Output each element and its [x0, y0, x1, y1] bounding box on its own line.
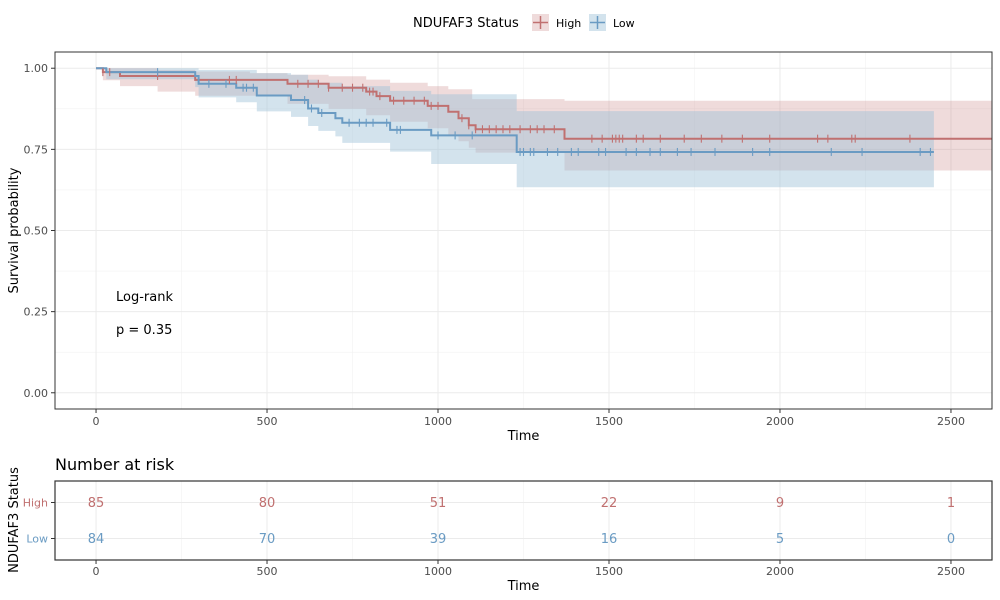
risk-count-low: 84 — [88, 532, 105, 547]
censor-marks — [102, 68, 931, 156]
risk-x-tick-label: 0 — [93, 565, 100, 578]
risk-count-low: 16 — [601, 532, 618, 547]
risk-count-high: 22 — [601, 496, 618, 511]
risk-x-tick-label: 500 — [257, 565, 278, 578]
y-tick-label: 0.50 — [24, 225, 49, 238]
risk-count-low: 70 — [259, 532, 276, 547]
y-tick-label: 0.00 — [24, 387, 49, 400]
risk-row-label-low: Low — [26, 533, 48, 546]
risk-table-grid — [55, 481, 992, 560]
survival-curve-low — [96, 67, 934, 153]
x-axis-ticks: 0 500 1000 1500 2000 2500 — [93, 409, 965, 428]
risk-x-tick-label: 2500 — [937, 565, 965, 578]
risk-count-low: 0 — [947, 532, 955, 547]
risk-table: Number at risk 85 80 51 22 9 1 84 70 39 16 5 0 High… — [7, 455, 993, 594]
legend-title: NDUFAF3 Status — [413, 16, 519, 31]
risk-count-high: 80 — [259, 496, 276, 511]
risk-table-row-labels: High Low — [23, 497, 55, 546]
risk-count-high: 51 — [430, 496, 447, 511]
legend-label-high: High — [556, 17, 581, 30]
risk-table-x-title: Time — [507, 579, 540, 594]
y-axis-title: Survival probability — [7, 167, 22, 293]
legend-item-low: Low — [589, 14, 635, 31]
x-tick-label: 2000 — [766, 415, 794, 428]
logrank-label: Log-rank — [116, 290, 173, 305]
risk-table-y-title: NDUFAF3 Status — [7, 467, 22, 573]
risk-table-border — [54, 480, 993, 561]
x-tick-label: 1000 — [424, 415, 452, 428]
risk-count-low: 5 — [776, 532, 784, 547]
risk-table-x-ticks: 0 500 1000 1500 2000 2500 — [93, 560, 965, 578]
risk-table-title: Number at risk — [55, 455, 175, 474]
risk-count-high: 9 — [776, 496, 784, 511]
legend-label-low: Low — [613, 17, 635, 30]
x-axis-title: Time — [507, 429, 540, 444]
ci-band-high — [96, 68, 992, 171]
p-value-label: p = 0.35 — [116, 323, 172, 338]
y-tick-label: 0.25 — [24, 306, 49, 319]
x-tick-label: 2500 — [937, 415, 965, 428]
x-tick-label: 0 — [93, 415, 100, 428]
risk-count-high: 1 — [947, 496, 955, 511]
y-axis-ticks: 0.00 0.25 0.50 0.75 1.00 — [24, 62, 55, 400]
risk-x-tick-label: 2000 — [766, 565, 794, 578]
risk-count-low: 39 — [430, 532, 447, 547]
y-tick-label: 0.75 — [24, 143, 49, 156]
survival-plot: 0.00 0.25 0.50 0.75 1.00 0 500 1000 1500 2000 250… — [7, 51, 993, 444]
legend-item-high: High — [532, 14, 581, 31]
risk-x-tick-label: 1500 — [595, 565, 623, 578]
confidence-bands — [96, 68, 992, 188]
legend: NDUFAF3 Status High Low — [413, 14, 635, 31]
risk-row-label-high: High — [23, 497, 48, 510]
ci-band-low — [96, 68, 934, 188]
y-tick-label: 1.00 — [24, 62, 49, 75]
survival-curves — [96, 67, 992, 153]
x-tick-label: 500 — [257, 415, 278, 428]
risk-x-tick-label: 1000 — [424, 565, 452, 578]
risk-table-cells: 85 80 51 22 9 1 84 70 39 16 5 0 — [88, 496, 955, 547]
x-tick-label: 1500 — [595, 415, 623, 428]
risk-count-high: 85 — [88, 496, 105, 511]
survival-curve-high — [96, 67, 992, 140]
